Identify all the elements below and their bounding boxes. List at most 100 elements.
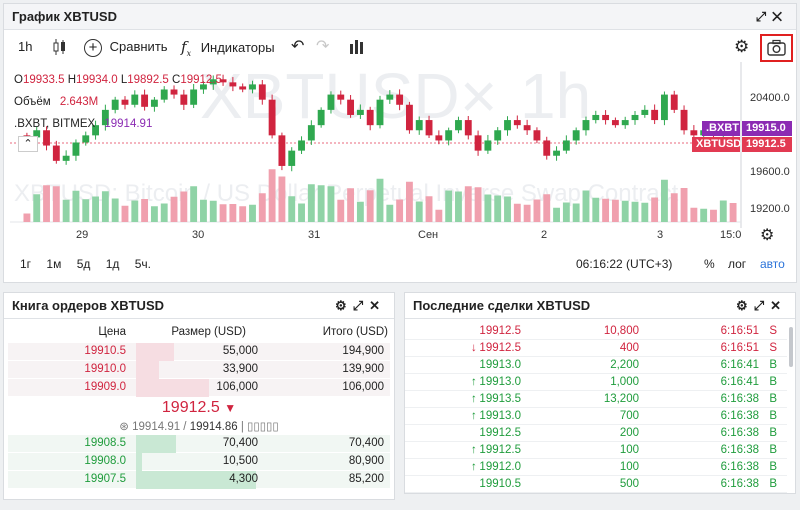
trade-price: 19913.5	[479, 393, 521, 405]
percent-scale-toggle[interactable]: %	[704, 257, 715, 271]
orderbook-panel: Книга ордеров XBTUSD ⚙⤢✕ Цена Размер (US…	[3, 292, 395, 500]
trade-price: 19913.0	[479, 410, 521, 422]
bars-icon[interactable]	[350, 38, 364, 60]
candle-body	[200, 84, 207, 90]
volume-bar	[200, 199, 207, 222]
volume-bar	[710, 209, 717, 222]
bids-list: 19908.5 70,400 70,400 19908.0 10,500 80,900 19…	[8, 435, 390, 489]
undo-icon[interactable]: ↶	[291, 38, 305, 55]
arrow-up-icon: ↑	[471, 410, 477, 422]
redo-icon[interactable]: ↷	[316, 38, 330, 55]
trades-settings-icon[interactable]: ⚙	[736, 298, 754, 313]
candle-body	[229, 82, 237, 87]
candle-style-icon[interactable]	[52, 38, 68, 60]
volume-bar	[160, 203, 168, 222]
interval-selector[interactable]: 1h	[18, 39, 33, 54]
collapse-legend-button[interactable]: ⌃	[18, 136, 38, 152]
volume-bar	[268, 169, 276, 222]
orderbook-settings-icon[interactable]: ⚙	[335, 298, 353, 313]
axis-settings-gear-icon[interactable]: ⚙	[760, 227, 775, 244]
trade-price: 19912.0	[479, 461, 521, 473]
ask-row[interactable]: 19910.5 55,000 194,900	[8, 343, 390, 361]
expand-icon[interactable]: ⤢	[755, 9, 773, 24]
candle-body	[366, 109, 374, 126]
volume-bar	[641, 202, 649, 222]
trade-price: 19910.5	[479, 478, 521, 490]
volume-bar	[150, 206, 158, 222]
last-price-tag-value: 19912.5	[742, 137, 792, 152]
arrow-up-icon: ↑	[471, 461, 477, 473]
timeframe-1y[interactable]: 1г	[20, 257, 32, 271]
timeframe-5d[interactable]: 5д	[76, 257, 91, 271]
volume-bar	[72, 190, 80, 222]
index-circle-icon: ⊛	[119, 421, 129, 433]
bid-row[interactable]: 19907.5 4,300 85,200	[8, 471, 390, 489]
volume-bar	[288, 196, 296, 222]
trade-row: 19910.5 500 6:16:38 B	[405, 476, 787, 493]
candle-body	[219, 79, 227, 83]
candle-body	[504, 120, 511, 131]
trade-time: 6:16:38	[720, 478, 759, 490]
candle-body	[170, 89, 178, 95]
candle-body	[131, 94, 139, 105]
timeframe-1d[interactable]: 1д	[105, 257, 120, 271]
log-scale-toggle[interactable]: лог	[728, 257, 747, 271]
mid-price: 19912.5 ▼	[4, 399, 394, 417]
close-icon[interactable]: ✕	[369, 298, 386, 313]
candle-body	[651, 109, 659, 121]
price-cell: 19909.0	[84, 381, 126, 393]
candle-body	[33, 130, 41, 138]
close-icon[interactable]: ✕	[772, 9, 788, 24]
bid-row[interactable]: 19908.5 70,400 70,400	[8, 435, 390, 453]
volume-bar	[298, 203, 305, 222]
candle-body	[209, 79, 217, 85]
expand-icon[interactable]: ⤢	[352, 298, 370, 313]
volume-legend: Объём 2.643M	[14, 96, 98, 108]
trade-time: 6:16:41	[720, 376, 759, 388]
volume-bar	[356, 201, 364, 222]
auto-scale-toggle[interactable]: авто	[760, 257, 785, 271]
indicators-button[interactable]: fx Индикаторы	[181, 36, 275, 58]
candle-body	[523, 125, 531, 131]
depth-bar	[136, 343, 174, 361]
trade-size: 100	[619, 444, 639, 456]
clock-display: 06:16:22 (UTC+3)	[576, 257, 673, 271]
ask-row[interactable]: 19909.0 106,000 106,000	[8, 379, 390, 397]
y-tick: 19600.0	[750, 166, 790, 178]
screenshot-camera-button[interactable]	[760, 34, 793, 62]
size-cell: 4,300	[229, 473, 258, 485]
ask-row[interactable]: 19910.0 33,900 139,900	[8, 361, 390, 379]
settings-gear-icon[interactable]: ⚙	[734, 37, 750, 56]
candle-body	[611, 120, 619, 126]
volume-bar	[611, 199, 619, 222]
volume-bar	[661, 179, 668, 222]
volume-bar	[484, 194, 492, 222]
trades-scrollbar[interactable]	[789, 327, 793, 367]
asks-list: 19910.5 55,000 194,900 19910.0 33,900 139,900…	[8, 343, 390, 397]
bid-row[interactable]: 19908.0 10,500 80,900	[8, 453, 390, 471]
candle-body	[347, 99, 355, 115]
y-tick: 19200.0	[750, 203, 790, 215]
timeframe-5h[interactable]: 5ч.	[134, 257, 152, 271]
volume-bar	[504, 196, 511, 222]
trade-price: 19912.5	[479, 427, 521, 439]
timeframe-1m[interactable]: 1м	[46, 257, 62, 271]
trade-side: B	[769, 444, 777, 456]
volume-bar	[33, 194, 41, 222]
candle-body	[180, 94, 188, 105]
candle-body	[356, 109, 364, 115]
price-cell: 19910.5	[84, 345, 126, 357]
candle-body	[317, 109, 325, 126]
size-cell: 106,000	[216, 381, 258, 393]
orderbook-header-row: Цена Размер (USD) Итого (USD)	[4, 323, 394, 341]
close-icon[interactable]: ✕	[770, 298, 787, 313]
expand-icon[interactable]: ⤢	[753, 298, 771, 313]
compare-button[interactable]: + Сравнить	[84, 36, 168, 58]
volume-bar	[631, 201, 639, 222]
price-cell: 19908.0	[84, 455, 126, 467]
volume-bar	[651, 197, 659, 222]
volume-bar	[464, 186, 472, 222]
candle-body	[307, 125, 315, 141]
compare-label: Сравнить	[109, 39, 168, 54]
